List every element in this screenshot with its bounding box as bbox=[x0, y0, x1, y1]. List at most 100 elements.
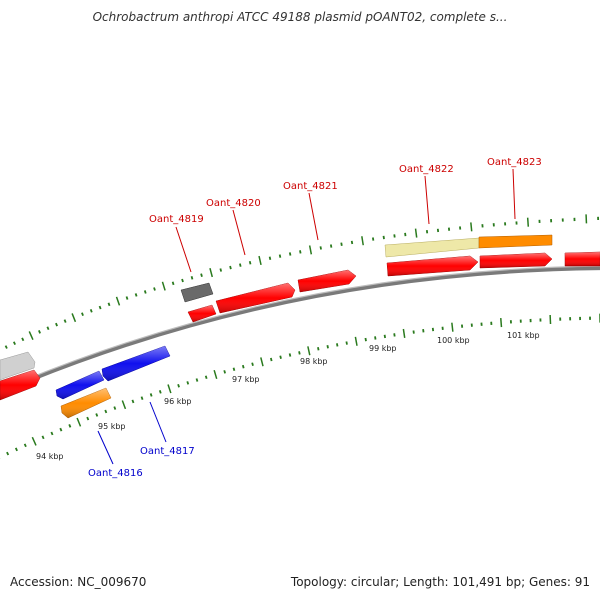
gene-feature-lightgray[interactable] bbox=[0, 351, 36, 381]
inner-tick bbox=[86, 416, 90, 421]
gene-label[interactable]: Oant_4820 bbox=[206, 198, 261, 209]
outer-tick bbox=[239, 263, 242, 267]
inner-tick-ring bbox=[0, 313, 600, 459]
gene-label[interactable]: Oant_4819 bbox=[149, 214, 204, 225]
inner-tick bbox=[204, 375, 208, 380]
leader-oant-4820 bbox=[232, 209, 246, 256]
inner-tick bbox=[158, 390, 162, 394]
outer-tick bbox=[268, 256, 272, 261]
outer-tick bbox=[115, 296, 121, 306]
outer-tick bbox=[63, 319, 67, 323]
accession-text: Accession: NC_009670 bbox=[10, 575, 147, 589]
outer-tick bbox=[107, 302, 111, 307]
outer-tick bbox=[181, 278, 184, 283]
gene-label[interactable]: Oant_4816 bbox=[88, 468, 143, 479]
kbp-label: 98 kbp bbox=[300, 357, 328, 366]
outer-tick bbox=[81, 312, 84, 317]
outer-tick bbox=[71, 313, 77, 323]
outer-tick bbox=[55, 322, 58, 327]
outer-tick bbox=[161, 281, 166, 291]
inner-tick bbox=[354, 336, 358, 346]
outer-tick bbox=[470, 222, 473, 232]
outer-tick bbox=[143, 290, 147, 294]
outer-tick bbox=[319, 246, 322, 250]
feature-shading bbox=[0, 252, 600, 400]
outer-tick bbox=[200, 273, 203, 277]
inner-tick bbox=[131, 399, 135, 404]
inner-tick bbox=[279, 355, 282, 359]
gene-labels: Oant_4819 Oant_4820 Oant_4821 Oant_4822 … bbox=[88, 157, 542, 479]
inner-tick bbox=[104, 409, 108, 414]
plasmid-backbone-highlight bbox=[0, 265, 600, 391]
outer-tick bbox=[414, 228, 418, 238]
inner-tick bbox=[232, 367, 236, 372]
outer-tick bbox=[288, 252, 292, 256]
inner-tick bbox=[186, 381, 190, 385]
inner-tick bbox=[500, 318, 503, 328]
inner-tick bbox=[374, 336, 377, 340]
outer-tick bbox=[38, 330, 41, 334]
inner-tick bbox=[326, 345, 329, 349]
kbp-label: 99 kbp bbox=[369, 344, 397, 353]
inner-tick bbox=[307, 346, 311, 356]
inner-tick bbox=[345, 341, 348, 345]
inner-tick bbox=[149, 393, 153, 397]
outer-tick bbox=[258, 255, 262, 266]
inner-tick bbox=[23, 443, 27, 448]
inner-tick bbox=[383, 334, 386, 339]
inner-tick bbox=[14, 447, 18, 452]
kbp-label: 101 kbp bbox=[507, 331, 540, 340]
map-title: Ochrobactrum anthropi ATCC 49188 plasmid… bbox=[92, 10, 508, 24]
inner-tick bbox=[41, 435, 45, 440]
inner-tick bbox=[59, 427, 63, 432]
inner-tick bbox=[402, 328, 406, 339]
outer-tick bbox=[28, 331, 34, 340]
reverse-features bbox=[55, 345, 171, 419]
inner-tick bbox=[241, 364, 245, 369]
inner-tick bbox=[223, 370, 226, 374]
kbp-label: 100 kbp bbox=[437, 336, 470, 345]
kbp-label: 97 kbp bbox=[232, 375, 260, 384]
gene-label[interactable]: Oant_4823 bbox=[487, 157, 542, 168]
gene-label[interactable]: Oant_4821 bbox=[283, 181, 338, 192]
gene-label[interactable]: Oant_4817 bbox=[140, 446, 195, 457]
outer-tick bbox=[248, 261, 252, 265]
outer-tick bbox=[89, 309, 93, 313]
gene-label[interactable]: Oant_4822 bbox=[399, 164, 454, 175]
leader-oant-4823 bbox=[512, 168, 516, 220]
leader-oant-4816 bbox=[97, 430, 114, 465]
outer-tick bbox=[361, 236, 364, 246]
inner-tick bbox=[6, 451, 10, 456]
forward-features bbox=[0, 234, 600, 401]
inner-tick bbox=[269, 357, 273, 362]
outer-tick bbox=[350, 240, 354, 245]
outer-tick bbox=[340, 242, 343, 246]
outer-tick bbox=[219, 268, 223, 272]
reverse-feature-shading bbox=[56, 346, 170, 418]
topology-summary: Topology: circular; Length: 101,491 bp; … bbox=[290, 575, 590, 589]
outer-tick bbox=[153, 287, 156, 291]
outer-tick bbox=[190, 276, 194, 280]
gene-feature-gray[interactable] bbox=[180, 282, 214, 303]
outer-tick bbox=[4, 345, 8, 349]
kbp-labels: 94 kbp 95 kbp 96 kbp 97 kbp 98 kbp 99 kb… bbox=[36, 331, 540, 461]
outer-tick bbox=[329, 244, 333, 248]
outer-tick-ring bbox=[4, 214, 600, 349]
inner-tick bbox=[213, 369, 218, 380]
gene-feature-oant-4823-orange[interactable] bbox=[478, 234, 553, 249]
outer-tick bbox=[46, 326, 50, 331]
label-leaders bbox=[97, 168, 516, 465]
inner-tick bbox=[260, 357, 264, 367]
inner-tick bbox=[95, 413, 99, 417]
kbp-label: 94 kbp bbox=[36, 452, 64, 461]
inner-tick bbox=[317, 346, 320, 351]
outer-tick bbox=[308, 245, 313, 255]
outer-tick bbox=[21, 337, 25, 342]
outer-tick bbox=[134, 293, 138, 297]
inner-tick bbox=[68, 424, 72, 428]
kbp-label: 95 kbp bbox=[98, 422, 126, 431]
gene-feature-beige[interactable] bbox=[384, 237, 480, 258]
outer-tick bbox=[125, 296, 129, 300]
outer-tick bbox=[278, 254, 282, 258]
